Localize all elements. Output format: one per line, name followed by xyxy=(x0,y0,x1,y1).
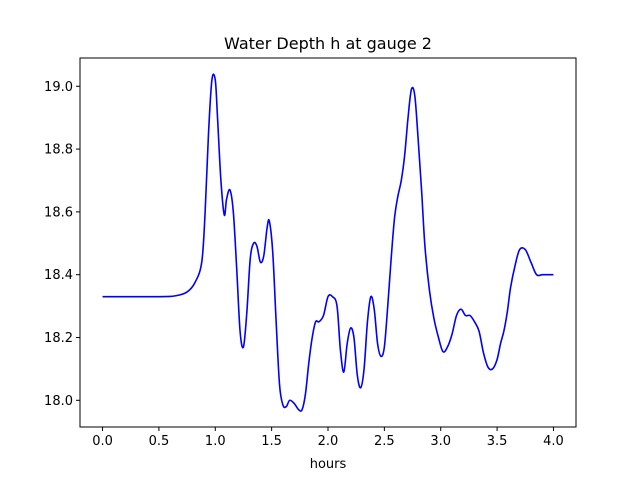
chart-title: Water Depth h at gauge 2 xyxy=(224,34,432,53)
series-line-0 xyxy=(102,73,554,412)
x-axis-label: hours xyxy=(310,457,347,472)
y-axis-ticks: 18.0 18.2 18.4 18.6 18.8 19.0 xyxy=(44,80,80,409)
y-tick-label: 18.6 xyxy=(44,205,73,220)
x-tick-label: 3.0 xyxy=(430,434,451,449)
x-tick-label: 1.0 xyxy=(205,434,226,449)
x-tick-label: 1.5 xyxy=(261,434,282,449)
y-tick-label: 18.2 xyxy=(44,331,73,346)
x-tick-label: 0.0 xyxy=(92,434,113,449)
x-tick-label: 2.5 xyxy=(374,434,395,449)
x-tick-label: 2.0 xyxy=(318,434,339,449)
x-tick-label: 0.5 xyxy=(149,434,170,449)
x-tick-label: 3.5 xyxy=(487,434,508,449)
x-axis-ticks: 0.0 0.5 1.0 1.5 2.0 2.5 3.0 3.5 4.0 xyxy=(92,427,564,449)
y-tick-label: 19.0 xyxy=(44,80,73,95)
y-tick-label: 18.4 xyxy=(44,268,73,283)
x-tick-label: 4.0 xyxy=(543,434,564,449)
y-tick-label: 18.8 xyxy=(44,143,73,158)
y-tick-label: 18.0 xyxy=(44,394,73,409)
